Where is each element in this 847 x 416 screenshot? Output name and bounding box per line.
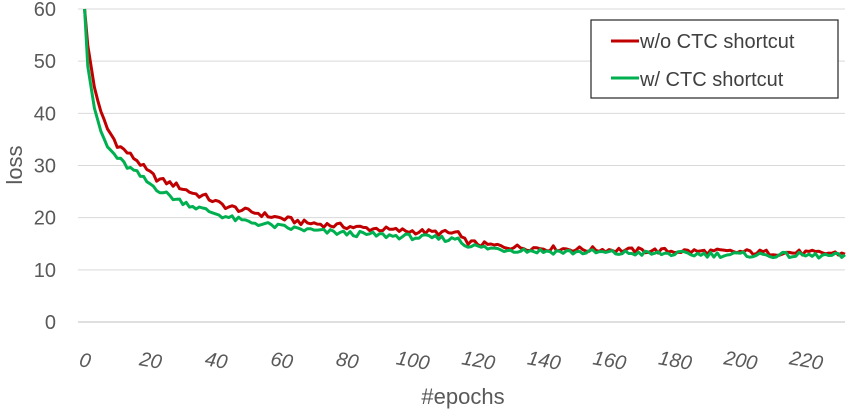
y-tick-label: 10 bbox=[34, 260, 56, 282]
y-axis-label: loss bbox=[2, 145, 27, 184]
x-tick-label: 120 bbox=[460, 347, 497, 374]
y-tick-label: 60 bbox=[34, 0, 56, 21]
legend-label-w-ctc: w/ CTC shortcut bbox=[639, 69, 784, 91]
x-tick-label: 60 bbox=[269, 348, 295, 374]
y-tick-label: 40 bbox=[34, 103, 56, 125]
legend-box bbox=[590, 19, 839, 99]
x-tick-label: 40 bbox=[203, 348, 229, 374]
x-tick-label: 220 bbox=[787, 347, 825, 375]
x-axis-label: #epochs bbox=[421, 384, 504, 409]
y-tick-label: 0 bbox=[45, 312, 56, 334]
x-tick-label: 0 bbox=[78, 349, 93, 373]
legend: w/o CTC shortcut w/ CTC shortcut bbox=[590, 19, 839, 99]
x-tick-label: 20 bbox=[137, 348, 164, 374]
y-tick-label: 50 bbox=[34, 51, 56, 73]
tick-labels: 0 10 20 30 40 50 60 0 20 40 60 80 100 120 140 160 180 200… bbox=[34, 0, 825, 375]
y-tick-label: 20 bbox=[34, 208, 56, 230]
gridlines bbox=[78, 8, 845, 271]
series-line-w-ctc bbox=[83, 8, 846, 260]
x-tick-label: 100 bbox=[394, 347, 431, 374]
legend-label-wo-ctc: w/o CTC shortcut bbox=[639, 31, 795, 53]
x-tick-label: 160 bbox=[591, 347, 628, 374]
y-tick-label: 30 bbox=[34, 156, 56, 178]
x-tick-label: 140 bbox=[526, 347, 563, 374]
x-tick-label: 200 bbox=[721, 347, 759, 375]
x-tick-label: 80 bbox=[334, 348, 360, 374]
x-tick-label: 180 bbox=[657, 347, 694, 374]
series-line-wo-ctc bbox=[83, 8, 846, 257]
series-lines bbox=[83, 8, 846, 260]
